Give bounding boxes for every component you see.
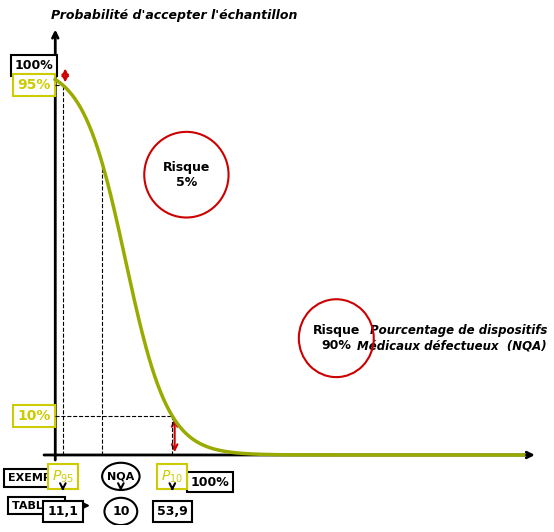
- Text: 10: 10: [112, 505, 130, 518]
- Text: 100%: 100%: [15, 59, 54, 72]
- Text: 11,1: 11,1: [47, 505, 78, 518]
- Text: $P_{95}$: $P_{95}$: [52, 468, 74, 485]
- Text: Risque
90%: Risque 90%: [312, 324, 360, 352]
- Text: 100%: 100%: [191, 476, 229, 489]
- Text: TABLE 3: TABLE 3: [12, 501, 61, 511]
- Text: NQA: NQA: [107, 471, 135, 481]
- Text: 10%: 10%: [18, 409, 51, 423]
- Text: $P_{10}$: $P_{10}$: [161, 468, 183, 485]
- Text: 53,9: 53,9: [157, 505, 188, 518]
- Text: Probabilité d'accepter l'échantillon: Probabilité d'accepter l'échantillon: [50, 9, 297, 22]
- Text: EXEMPLE: EXEMPLE: [8, 473, 65, 484]
- Text: Pourcentage de dispositifs
Médicaux défectueux  (NQA): Pourcentage de dispositifs Médicaux défe…: [357, 324, 547, 352]
- Text: 95%: 95%: [18, 78, 51, 92]
- Text: Risque
5%: Risque 5%: [163, 161, 210, 189]
